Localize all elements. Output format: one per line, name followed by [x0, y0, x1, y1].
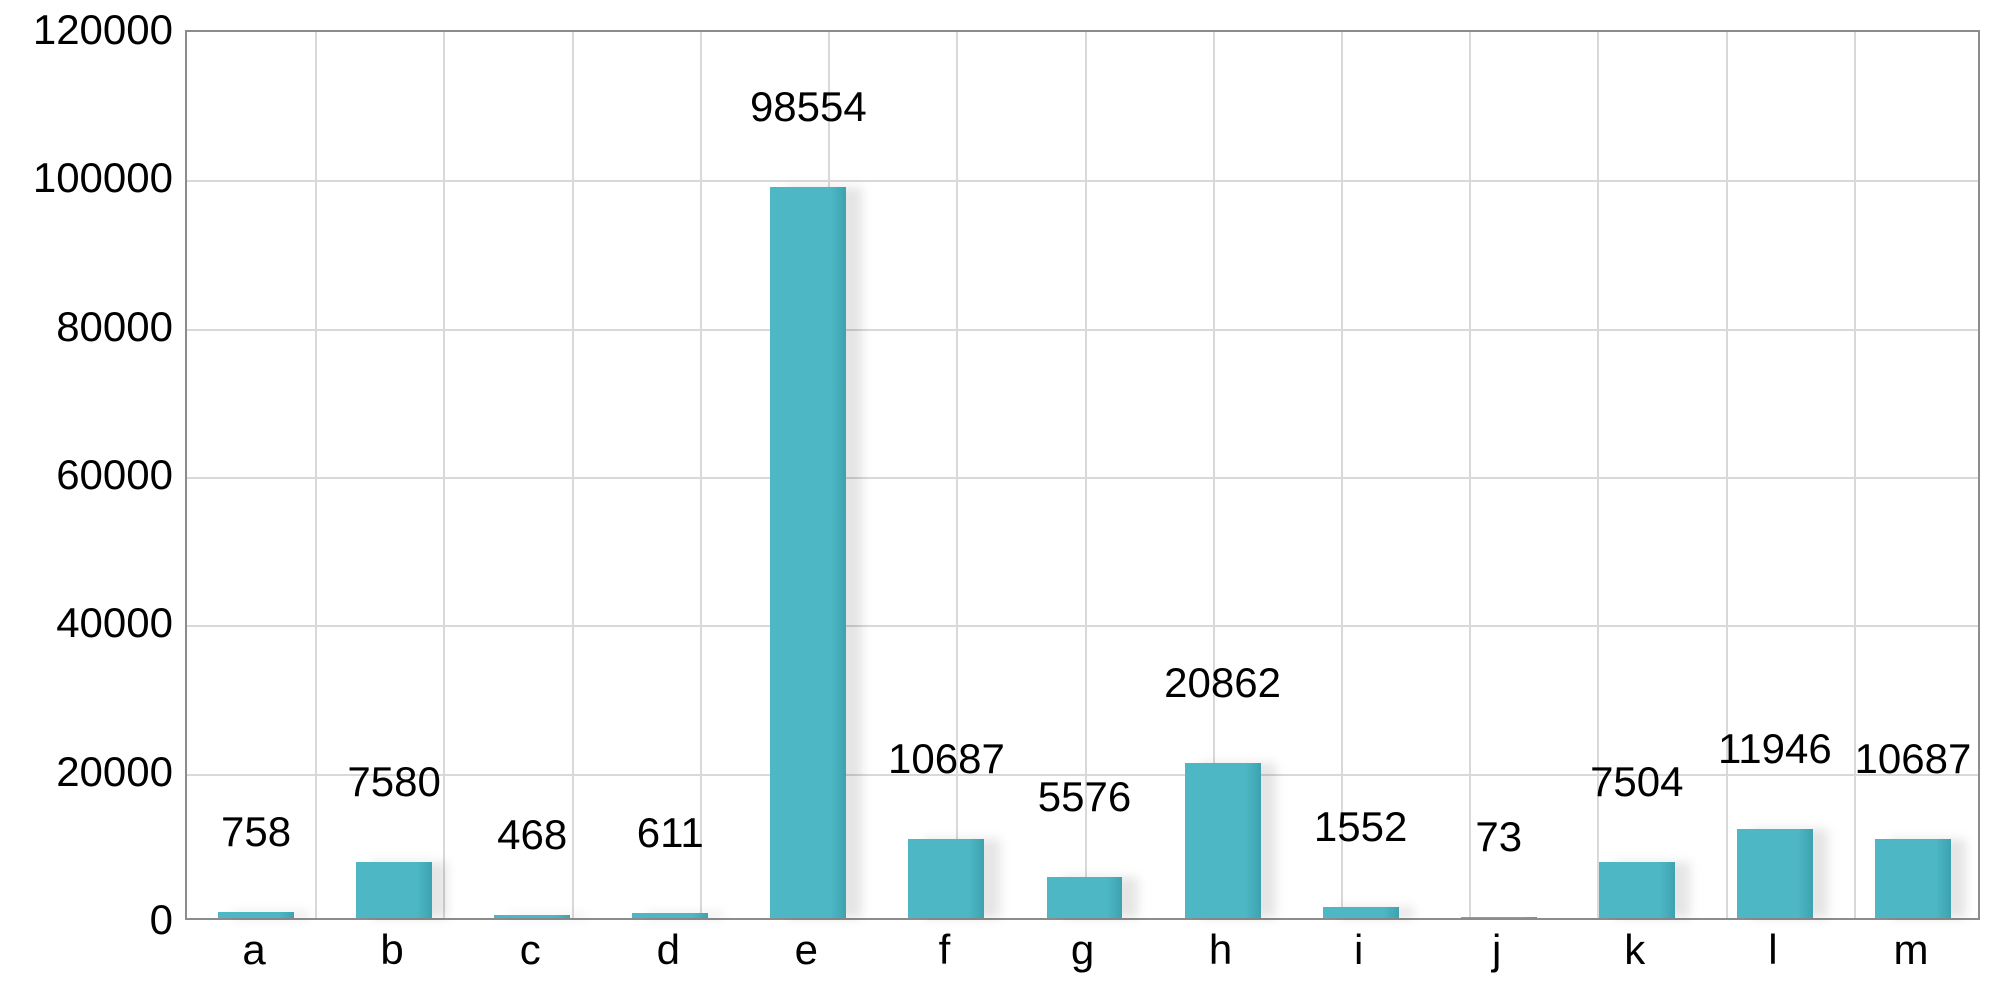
y-axis — [0, 0, 185, 1000]
x-tick-label: k — [1624, 926, 1645, 974]
v-gridline — [443, 32, 445, 918]
bar — [908, 839, 984, 918]
bar — [1047, 877, 1123, 918]
bar-value-label: 468 — [497, 811, 567, 859]
v-gridline — [700, 32, 702, 918]
bar-value-label: 20862 — [1164, 659, 1281, 707]
v-gridline — [956, 32, 958, 918]
bar-value-label: 7580 — [347, 758, 440, 806]
bar-value-label: 1552 — [1314, 803, 1407, 851]
y-tick-label: 60000 — [56, 451, 173, 499]
x-tick-label: g — [1071, 926, 1094, 974]
bar-value-label: 758 — [221, 808, 291, 856]
bar-value-label: 10687 — [888, 735, 1005, 783]
y-tick-label: 0 — [150, 896, 173, 944]
v-gridline — [1469, 32, 1471, 918]
bar — [1599, 862, 1675, 918]
y-tick-label: 80000 — [56, 303, 173, 351]
x-tick-label: m — [1893, 926, 1928, 974]
bar-value-label: 7504 — [1590, 758, 1683, 806]
plot-area: 758 7580 468 611 98554 10687 5576 20862 1552 73 75… — [185, 30, 1980, 920]
bar-value-label: 11946 — [1718, 725, 1832, 773]
x-tick-label: l — [1768, 926, 1777, 974]
bar — [770, 187, 846, 918]
v-gridline — [315, 32, 317, 918]
bar — [1875, 839, 1951, 918]
y-tick-label: 40000 — [56, 599, 173, 647]
bar-value-label: 10687 — [1855, 735, 1972, 783]
v-gridline — [1726, 32, 1728, 918]
v-gridline — [1854, 32, 1856, 918]
bar — [494, 915, 570, 918]
x-tick-label: f — [939, 926, 951, 974]
bar — [218, 912, 294, 918]
x-tick-label: h — [1209, 926, 1232, 974]
v-gridline — [572, 32, 574, 918]
x-tick-label: i — [1354, 926, 1363, 974]
v-gridline — [1341, 32, 1343, 918]
x-tick-label: c — [520, 926, 541, 974]
bar-value-label: 5576 — [1038, 773, 1131, 821]
gridline — [187, 625, 1978, 627]
y-tick-label: 120000 — [33, 6, 173, 54]
gridline — [187, 329, 1978, 331]
gridline — [187, 477, 1978, 479]
bar — [1461, 917, 1537, 918]
y-tick-label: 100000 — [33, 154, 173, 202]
x-tick-label: e — [795, 926, 818, 974]
bar-value-label: 98554 — [750, 83, 867, 131]
bar — [1185, 763, 1261, 918]
bar — [1737, 829, 1813, 918]
bar-value-label: 73 — [1475, 813, 1522, 861]
bar — [1323, 907, 1399, 919]
bar-value-label: 611 — [637, 809, 704, 857]
x-tick-label: j — [1492, 926, 1501, 974]
y-tick-label: 20000 — [56, 748, 173, 796]
x-tick-label: d — [657, 926, 680, 974]
x-tick-label: a — [242, 926, 265, 974]
bar-chart: 758 7580 468 611 98554 10687 5576 20862 1552 73 75… — [0, 0, 2000, 1000]
x-tick-label: b — [380, 926, 403, 974]
gridline — [187, 180, 1978, 182]
bar — [632, 913, 708, 918]
bar — [356, 862, 432, 918]
